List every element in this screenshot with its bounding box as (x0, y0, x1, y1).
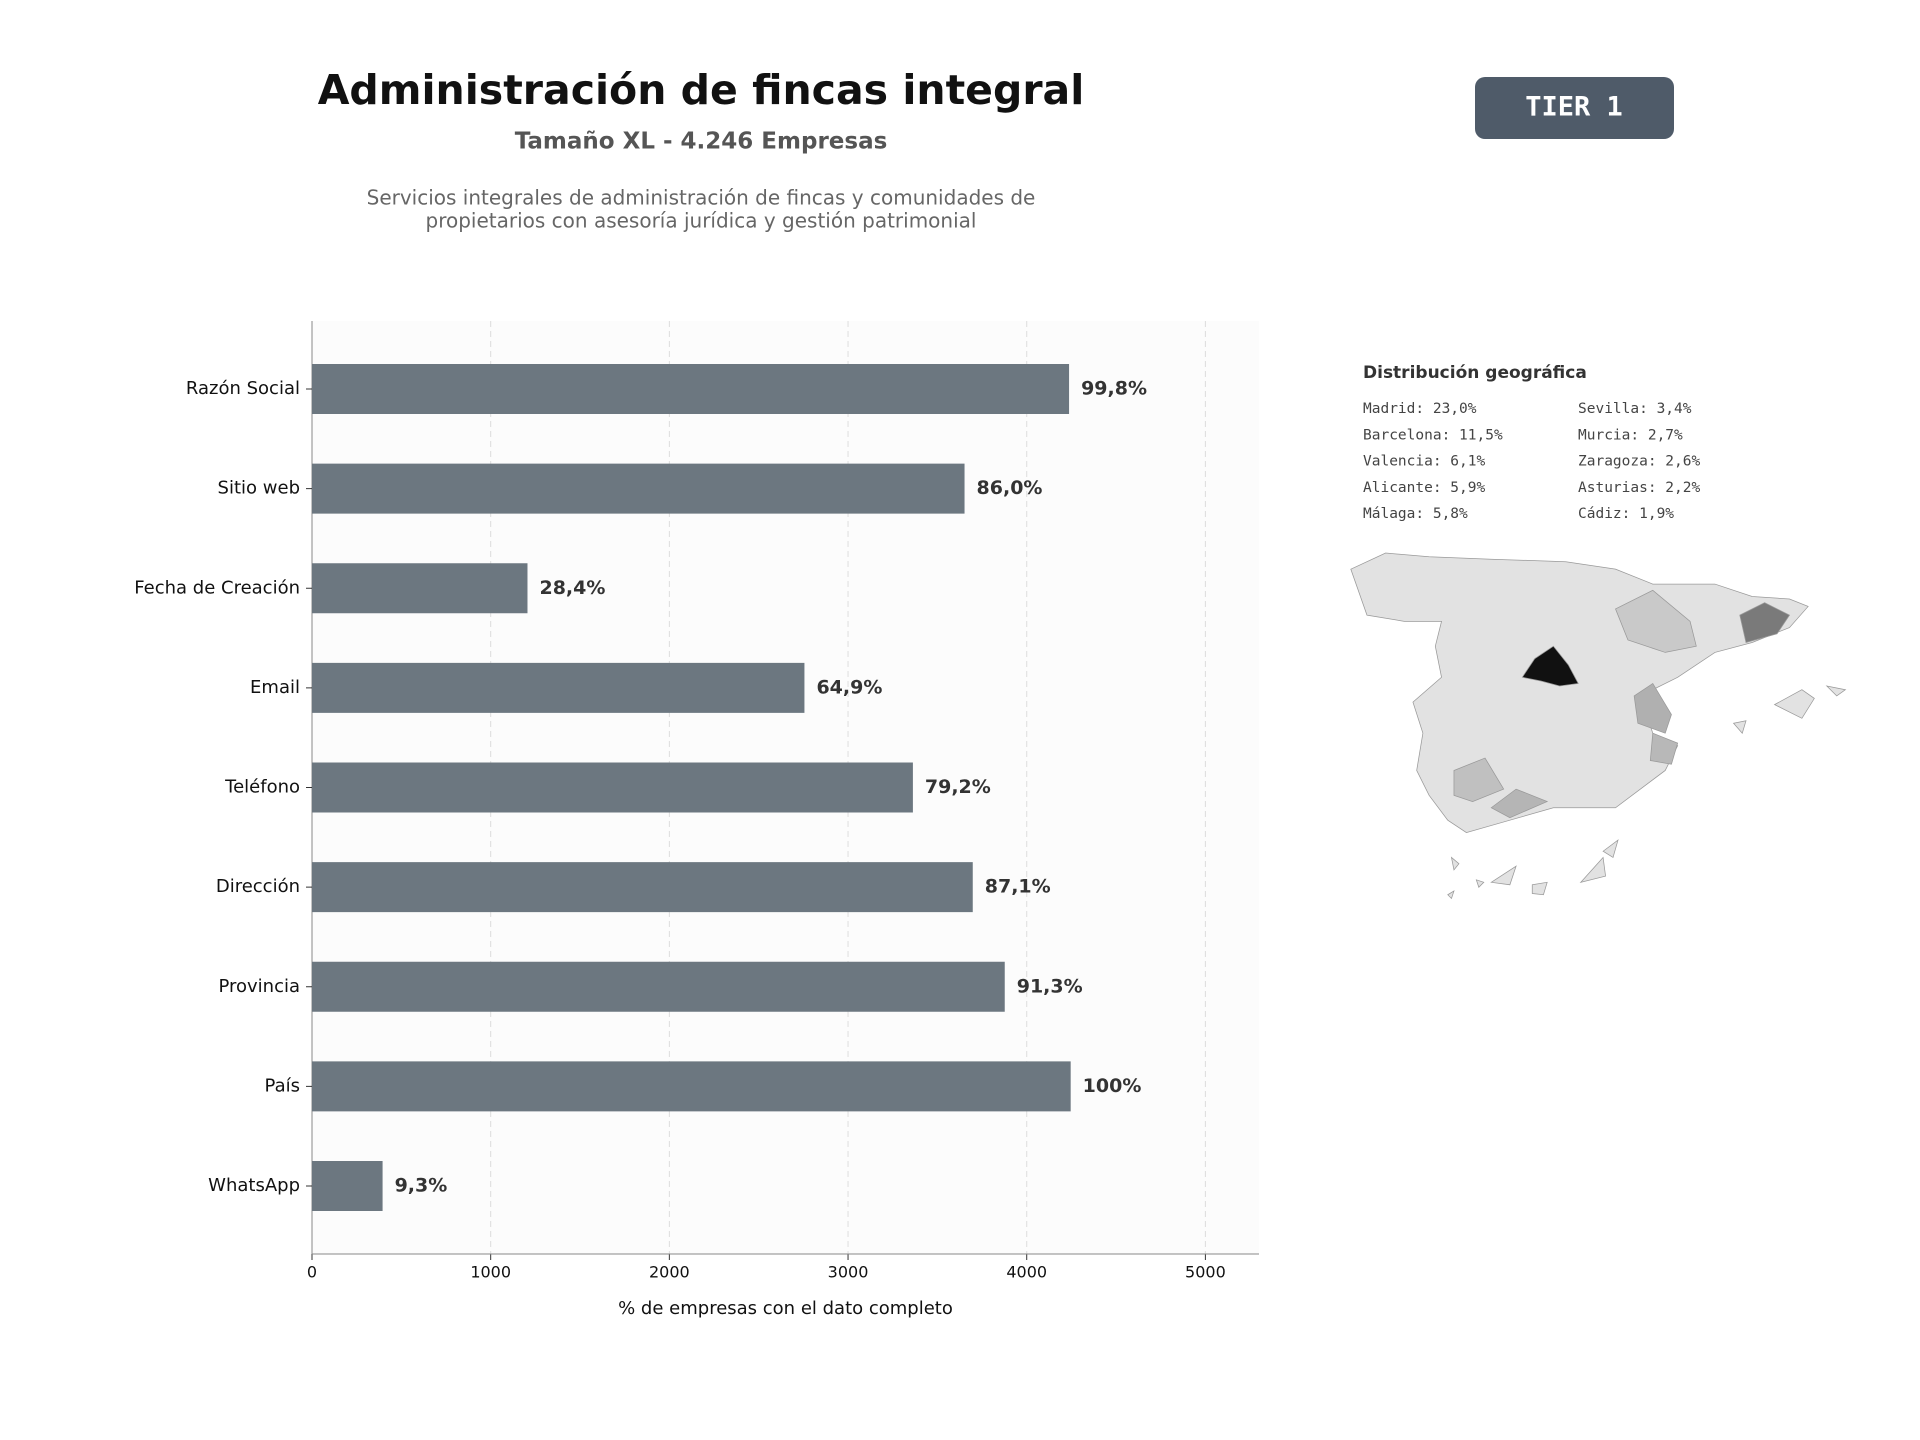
value-label: 86,0% (977, 477, 1043, 499)
y-tick-label: Fecha de Creación (134, 577, 300, 598)
geo-entry: Alicante: 5,9% (1363, 480, 1485, 496)
bar (312, 762, 913, 813)
value-label: 87,1% (985, 876, 1051, 898)
badge-label: TIER 1 (1525, 92, 1623, 123)
geo-entry: Valencia: 6,1% (1363, 454, 1485, 470)
geo-entry: Sevilla: 3,4% (1578, 401, 1692, 417)
x-axis-label: % de empresas con el dato completo (618, 1298, 953, 1319)
value-label: 100% (1083, 1075, 1142, 1097)
bar (312, 463, 965, 514)
x-tick-label: 2000 (649, 1263, 690, 1282)
bar (312, 1161, 383, 1211)
region (1633, 682, 1672, 734)
subtitle: Tamaño XL - 4.246 Empresas (515, 129, 888, 155)
bar (312, 563, 528, 614)
region (1453, 757, 1505, 802)
region (1521, 645, 1579, 687)
region (1649, 732, 1679, 765)
x-tick-label: 4000 (1006, 1263, 1047, 1282)
bar (312, 961, 1005, 1012)
title: Administración de fincas integral (318, 66, 1085, 114)
geo-entry: Zaragoza: 2,6% (1578, 454, 1700, 470)
y-tick-label: Provincia (218, 976, 300, 997)
y-tick-label: Razón Social (186, 378, 300, 399)
y-tick-label: Dirección (216, 876, 300, 897)
y-tick-label: Sitio web (218, 478, 300, 499)
geo-title: Distribución geográfica (1363, 363, 1587, 383)
island (1447, 839, 1619, 900)
bar (312, 1061, 1071, 1112)
bar (312, 662, 805, 713)
y-tick-label: Email (250, 677, 300, 698)
value-label: 28,4% (539, 577, 605, 599)
y-tick-label: Teléfono (224, 777, 300, 798)
value-label: 91,3% (1017, 975, 1083, 997)
value-label: 79,2% (925, 776, 991, 798)
bar (312, 862, 973, 913)
geo-entry: Málaga: 5,8% (1363, 506, 1468, 522)
mainland (1350, 552, 1809, 834)
description: propietarios con asesoría jurídica y ges… (426, 209, 977, 233)
geo-entry: Madrid: 23,0% (1363, 401, 1477, 417)
region (1739, 602, 1791, 643)
bar (312, 364, 1070, 414)
value-label: 64,9% (816, 676, 882, 698)
x-tick-label: 5000 (1185, 1263, 1226, 1282)
x-tick-label: 1000 (470, 1263, 511, 1282)
value-label: 9,3% (395, 1175, 448, 1197)
value-label: 99,8% (1081, 378, 1147, 400)
geo-entry: Murcia: 2,7% (1578, 427, 1683, 443)
geo-entry: Cádiz: 1,9% (1578, 506, 1674, 522)
y-tick-label: WhatsApp (208, 1175, 300, 1196)
region (1615, 589, 1697, 653)
geo-entry: Barcelona: 11,5% (1363, 427, 1503, 443)
badge (1475, 77, 1674, 139)
map (1350, 552, 1847, 900)
x-tick-label: 3000 (828, 1263, 869, 1282)
geo-entry: Asturias: 2,2% (1578, 480, 1700, 496)
x-tick-label: 0 (307, 1263, 317, 1282)
region (1490, 788, 1549, 819)
island (1732, 685, 1847, 734)
y-tick-label: País (265, 1075, 300, 1096)
description: Servicios integrales de administración d… (367, 186, 1036, 210)
